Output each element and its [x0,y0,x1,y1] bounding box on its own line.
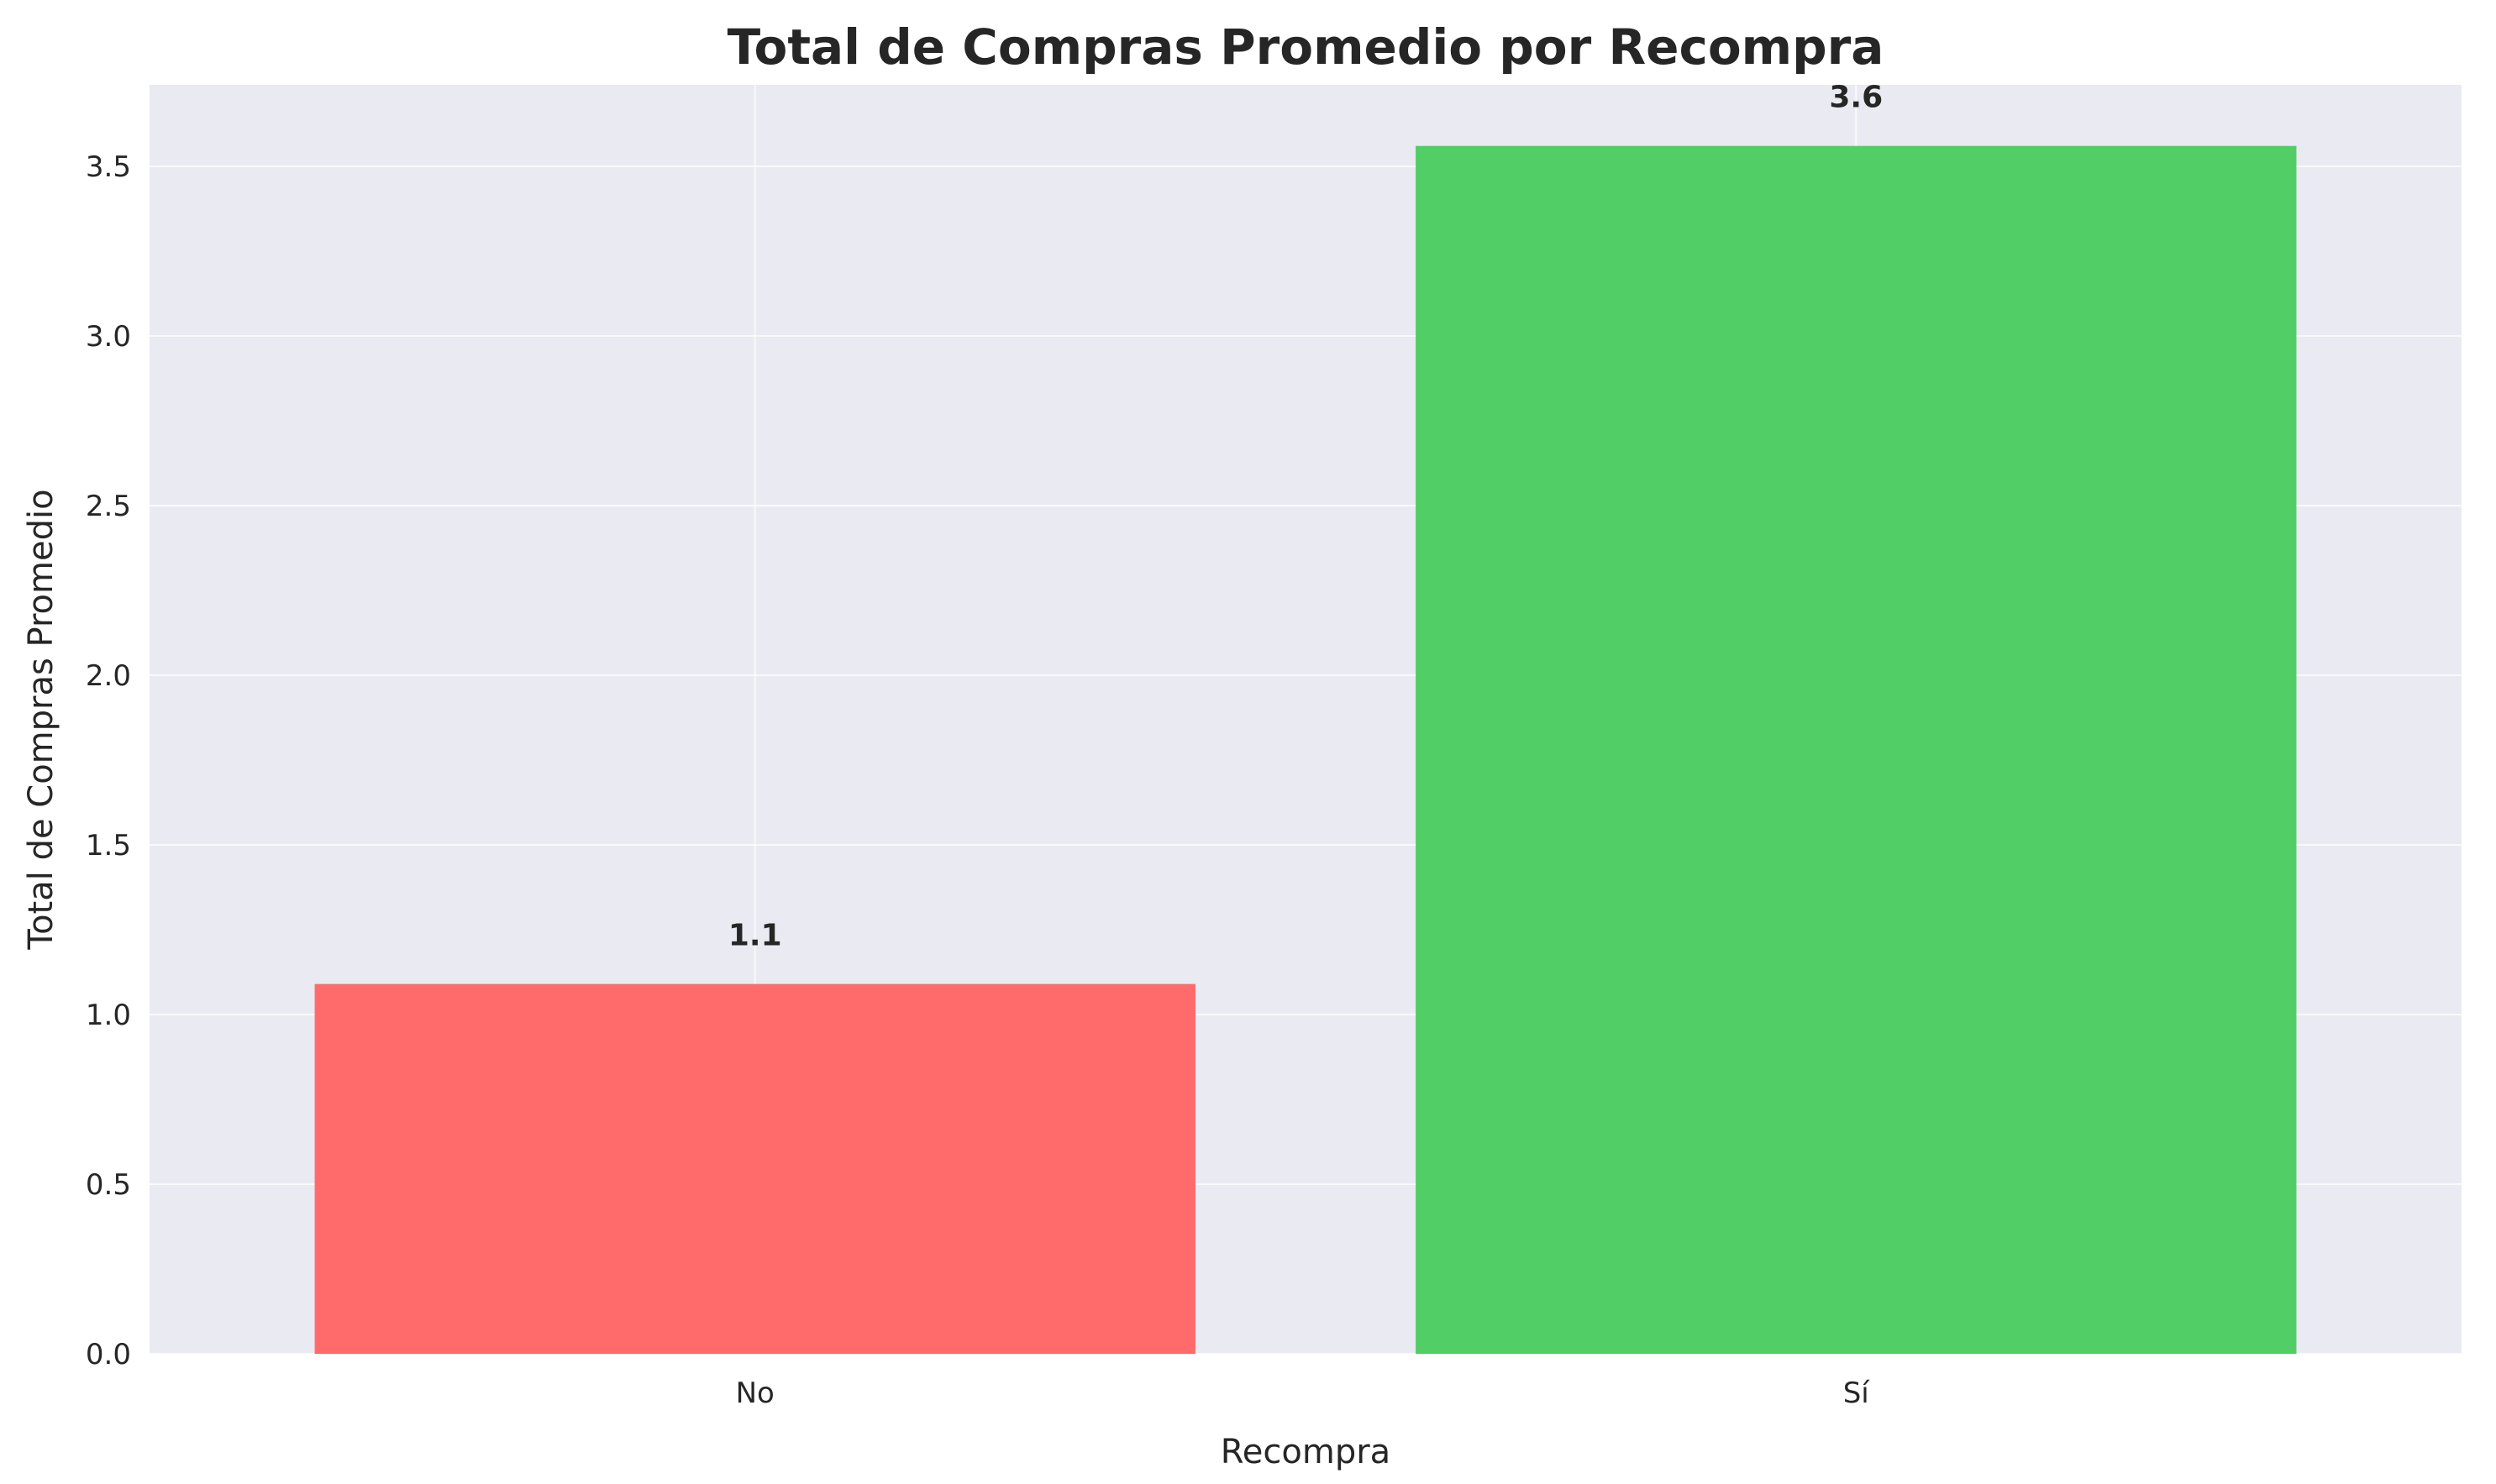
x-tick-label: No [736,1377,775,1410]
chart-title: Total de Compras Promedio por Recompra [728,18,1884,76]
y-tick-label: 3.5 [86,150,131,184]
x-axis-label: Recompra [1221,1433,1390,1471]
y-tick-label: 2.5 [86,490,131,523]
y-tick-label: 3.0 [86,320,131,354]
y-axis-ticks: 0.0 0.5 1.0 1.5 2.0 2.5 3.0 3.5 [86,150,131,1371]
bar-value-label: 1.1 [728,919,782,953]
bar-no [314,983,1195,1354]
bar-value-label: 3.6 [1829,81,1883,115]
y-tick-label: 0.0 [86,1338,131,1371]
y-tick-label: 1.0 [86,999,131,1032]
bar-s [1416,145,2297,1354]
y-tick-label: 2.0 [86,659,131,693]
x-axis-ticks: No Sí [736,1377,1871,1410]
data-labels: 1.1 3.6 [728,81,1883,953]
bars [314,145,2297,1354]
y-tick-label: 1.5 [86,829,131,863]
y-axis-label: Total de Compras Promedio [22,489,60,950]
y-tick-label: 0.5 [86,1168,131,1202]
x-tick-label: Sí [1843,1377,1871,1410]
